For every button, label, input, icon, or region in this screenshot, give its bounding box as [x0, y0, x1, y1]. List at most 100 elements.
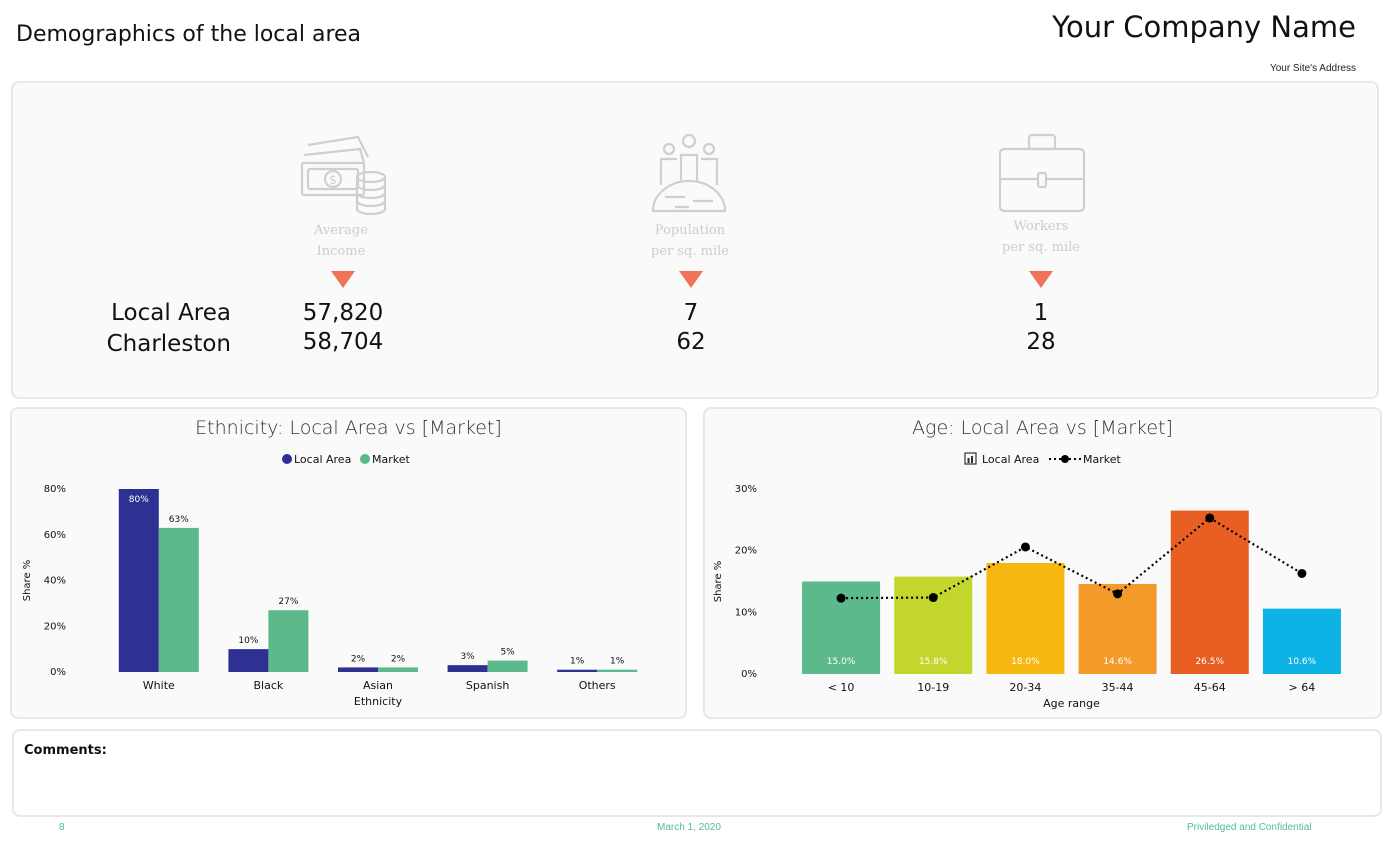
data-label: 26.5%: [1195, 657, 1224, 667]
y-tick-label: 10%: [735, 607, 757, 618]
down-arrow-icon: [331, 271, 355, 288]
bar: [158, 527, 199, 672]
x-tick-label: White: [143, 679, 175, 692]
bar: [1078, 583, 1157, 674]
legend-label: Local Area: [982, 453, 1039, 466]
kpi-caption-line: per sq. mile: [651, 244, 729, 259]
data-label: 27%: [278, 597, 298, 607]
kpi-caption-population: Population per sq. mile: [610, 220, 770, 262]
x-axis-label: Ethnicity: [354, 695, 403, 708]
bar-chart-icon: [964, 452, 977, 465]
data-label: 10%: [238, 636, 258, 646]
x-tick-label: 10-19: [917, 681, 949, 694]
data-label: 15.0%: [827, 657, 856, 667]
bar: [118, 489, 159, 672]
y-axis-label: Share %: [713, 561, 724, 603]
kpi-caption-line: Population: [654, 223, 726, 238]
data-label: 2%: [351, 654, 366, 664]
data-label: 2%: [391, 654, 406, 664]
x-tick-label: < 10: [828, 681, 855, 694]
bar: [487, 660, 528, 672]
x-tick-label: 20-34: [1009, 681, 1041, 694]
bar-chart-icon: [967, 458, 970, 463]
legend-marker: [360, 454, 370, 464]
legend-marker: [282, 454, 292, 464]
y-tick-label: 0%: [741, 669, 757, 680]
money-icon: $: [300, 135, 387, 216]
market-line: [841, 516, 1303, 600]
kpi-panel: $ Average Income Population per sq. mile: [11, 81, 1379, 399]
y-tick-label: 60%: [44, 530, 66, 541]
market-point: [1020, 542, 1030, 552]
bar: [447, 665, 488, 672]
bar: [378, 667, 418, 672]
bar: [268, 610, 309, 672]
comments-panel[interactable]: Comments:: [12, 729, 1382, 817]
kpi-workers-local: 1: [1033, 300, 1049, 326]
x-axis-label: Age range: [1043, 697, 1100, 710]
site-address: Your Site's Address: [1269, 63, 1356, 74]
legend-marker: [1061, 455, 1069, 463]
market-point: [1113, 589, 1123, 599]
population-icon: [651, 133, 727, 213]
x-tick-label: Black: [254, 679, 284, 692]
chart-title: Age: Local Area vs [Market]: [912, 417, 1173, 439]
bar: [557, 669, 598, 672]
market-point: [1205, 513, 1215, 523]
bar: [986, 563, 1065, 674]
bar: [338, 667, 378, 672]
y-tick-label: 80%: [44, 484, 66, 495]
y-tick-label: 30%: [735, 484, 757, 495]
bar: [228, 649, 269, 672]
y-tick-label: 0%: [50, 667, 66, 678]
footer-page-number: 8: [59, 822, 65, 833]
kpi-caption-line: Average: [314, 223, 368, 238]
page-title: Demographics of the local area: [16, 22, 362, 47]
x-tick-label: 45-64: [1194, 681, 1226, 694]
x-tick-label: Others: [579, 679, 616, 692]
market-point: [836, 593, 846, 603]
legend-label: Market: [372, 453, 410, 466]
y-tick-label: 20%: [44, 621, 66, 632]
footer-date: March 1, 2020: [657, 822, 721, 833]
data-label: 1%: [610, 657, 625, 667]
y-tick-label: 40%: [44, 576, 66, 587]
kpi-income-local: 57,820: [302, 300, 384, 326]
age-chart: 0% 10% 20% 30% Share % Local Area Market 15.0% <…: [713, 452, 1341, 710]
svg-text:$: $: [329, 173, 337, 187]
kpi-caption-income: Average Income: [261, 220, 421, 262]
data-label: 18.0%: [1011, 657, 1040, 667]
data-label: 63%: [169, 515, 189, 525]
bar: [597, 669, 638, 672]
bar: [894, 576, 973, 674]
comments-label: Comments:: [24, 743, 107, 758]
data-label: 1%: [570, 657, 585, 667]
bar-chart-icon: [971, 456, 973, 463]
ethnicity-chart-panel: Ethnicity: Local Area vs [Market] 0% 20% 4…: [10, 407, 687, 719]
kpi-workers-market: 28: [1026, 329, 1056, 355]
y-tick-label: 20%: [735, 546, 757, 557]
kpi-caption-line: per sq. mile: [1002, 240, 1080, 255]
legend-label: Local Area: [294, 453, 351, 466]
company-name: Your Company Name: [1052, 10, 1356, 44]
x-tick-label: Spanish: [466, 679, 509, 692]
market-point: [928, 593, 938, 603]
data-label: 80%: [129, 495, 149, 505]
row-label-market: Charleston: [106, 331, 231, 357]
data-label: 3%: [460, 652, 475, 662]
market-point: [1297, 568, 1307, 578]
footer-confidential: Priviledged and Confidential: [1187, 822, 1312, 833]
ethnicity-chart: 0% 20% 40% 60% 80% Share % Local Area Market 80%…: [22, 453, 638, 708]
briefcase-icon: [998, 133, 1086, 213]
age-chart-panel: Age: Local Area vs [Market] 0% 10% 20% 30% S…: [703, 407, 1382, 719]
kpi-caption-workers: Workers per sq. mile: [961, 216, 1121, 258]
x-tick-label: 35-44: [1102, 681, 1134, 694]
down-arrow-icon: [679, 271, 703, 288]
data-label: 14.6%: [1103, 657, 1132, 667]
y-axis-label: Share %: [22, 560, 33, 602]
x-tick-label: > 64: [1289, 681, 1316, 694]
data-label: 5%: [500, 648, 515, 658]
kpi-income-market: 58,704: [302, 329, 384, 355]
kpi-caption-line: Income: [316, 244, 366, 259]
x-tick-label: Asian: [363, 679, 393, 692]
